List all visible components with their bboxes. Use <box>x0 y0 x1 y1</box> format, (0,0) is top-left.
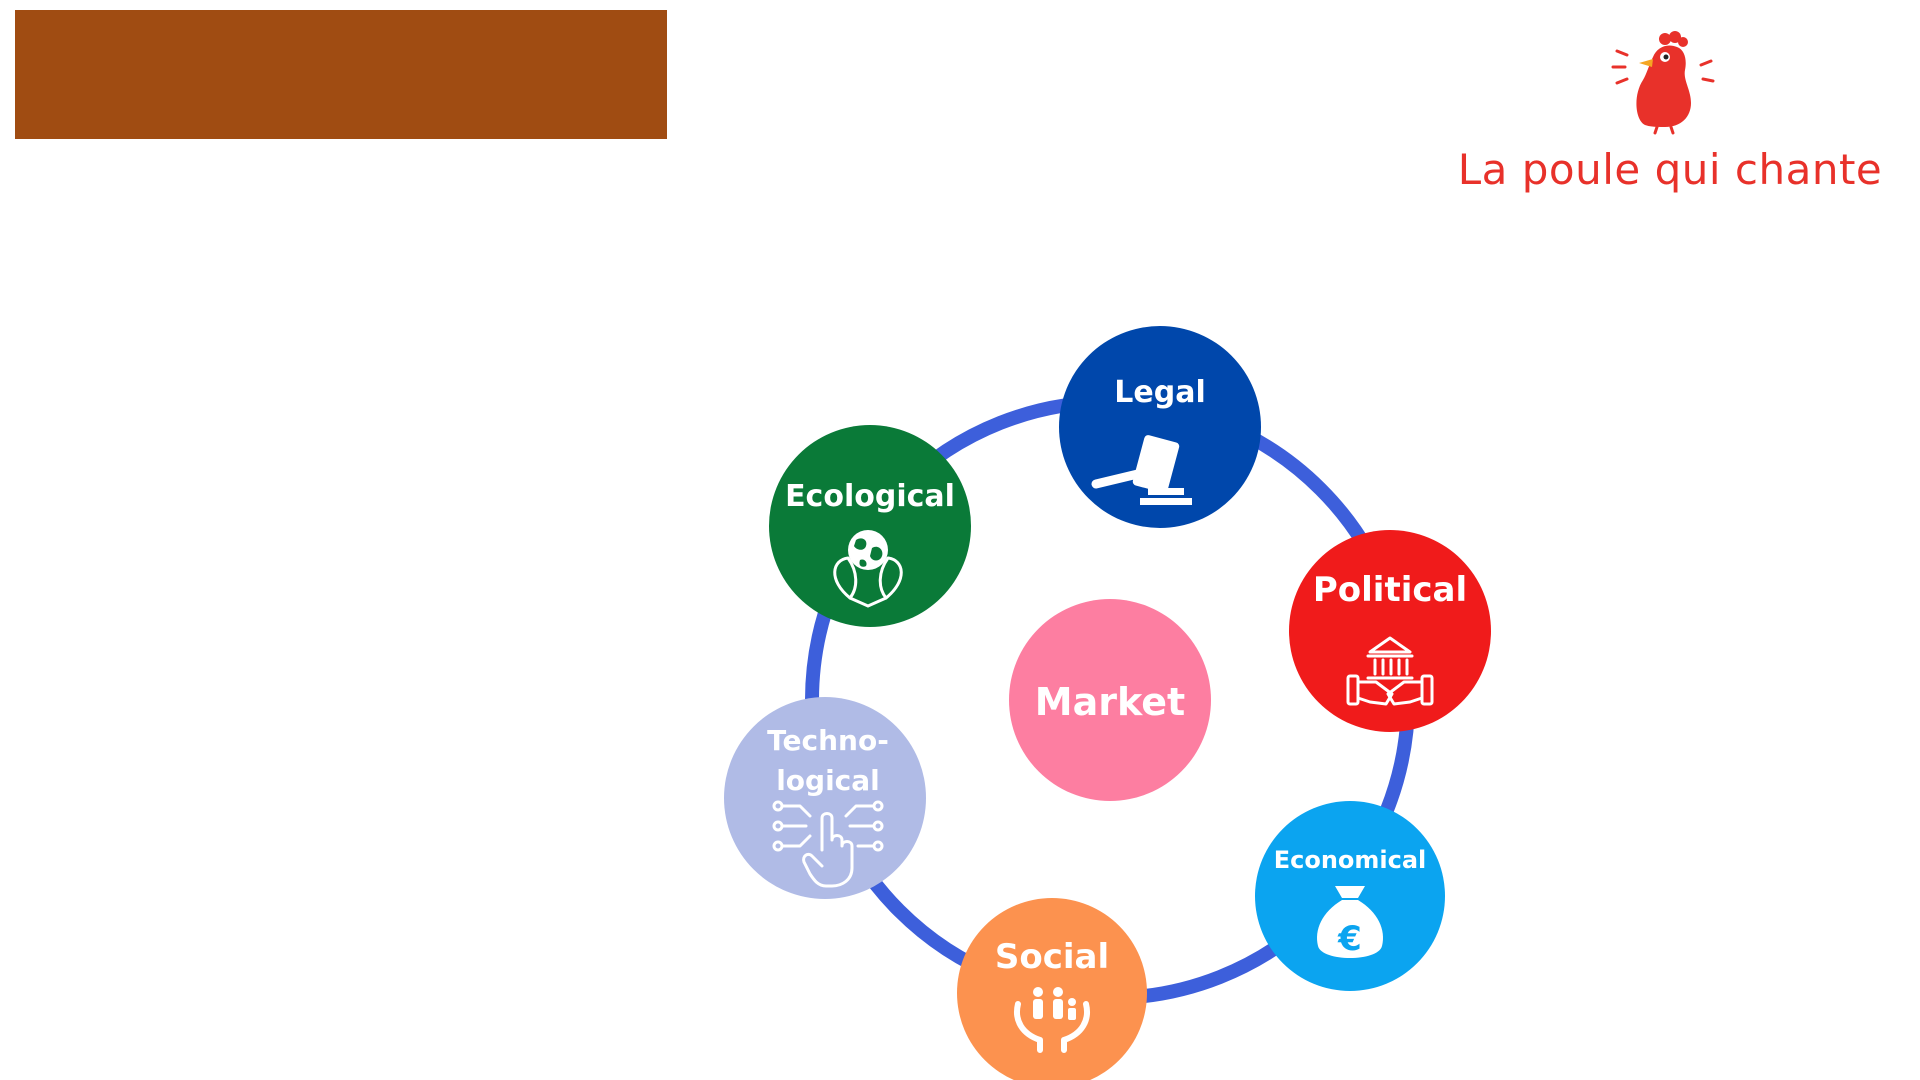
gavel-icon <box>1091 435 1192 505</box>
node-label-technological-line2: logical <box>776 764 880 797</box>
tech-touch-icon <box>772 800 884 888</box>
center-label: Market <box>1035 680 1185 724</box>
hen-logo-icon <box>1611 31 1715 135</box>
parliament-handshake-icon <box>1346 636 1434 706</box>
svg-text:€: € <box>1337 919 1362 959</box>
brand-name: La poule qui chante <box>1457 145 1883 194</box>
node-legal: Legal <box>1059 326 1261 528</box>
node-label-legal: Legal <box>1114 375 1205 410</box>
node-label-economical: Economical <box>1274 846 1427 874</box>
brand-logo-block: La poule qui chante <box>1440 25 1900 205</box>
node-label-political: Political <box>1313 570 1467 610</box>
node-political: Political <box>1289 530 1491 732</box>
node-label-ecological: Ecological <box>785 479 955 514</box>
earth-leaves-icon <box>833 530 903 608</box>
node-label-technological-line1: Techno- <box>767 724 889 757</box>
node-social: Social <box>957 898 1147 1080</box>
euro-money-bag-icon: € <box>1317 886 1383 959</box>
title-banner <box>15 10 667 139</box>
center-node-market: Market <box>1009 599 1211 801</box>
family-hands-icon <box>1014 987 1090 1053</box>
node-label-social: Social <box>995 937 1109 977</box>
node-technological: Techno- logical <box>724 697 926 899</box>
node-ecological: Ecological <box>769 425 971 627</box>
node-economical: Economical € <box>1255 801 1445 991</box>
